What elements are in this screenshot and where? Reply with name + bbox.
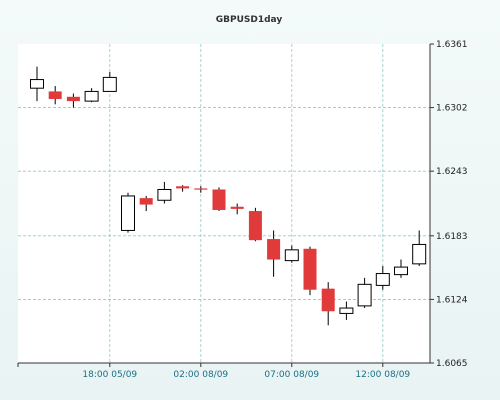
candle-body xyxy=(194,188,208,190)
y-tick-label: 1.6183 xyxy=(436,232,468,242)
candle xyxy=(176,185,190,192)
candle xyxy=(212,187,226,212)
candle xyxy=(84,88,99,103)
candle-body xyxy=(30,79,44,89)
candle-body xyxy=(267,239,281,260)
y-tick-label: 1.6124 xyxy=(436,295,468,305)
candle-body xyxy=(321,288,335,312)
candle xyxy=(102,72,117,92)
candles xyxy=(30,66,427,326)
candle xyxy=(321,282,335,326)
candle xyxy=(267,230,281,277)
y-tick-label: 1.6361 xyxy=(436,40,468,50)
x-tick-label: 12:00 08/09 xyxy=(355,370,410,380)
candle-body xyxy=(48,91,62,99)
x-tick-label: 07:00 08/09 xyxy=(264,370,319,380)
candle xyxy=(357,277,372,309)
candle-body xyxy=(412,243,427,265)
candle xyxy=(48,86,62,105)
axes xyxy=(17,43,434,367)
candle xyxy=(248,207,262,242)
candle-body xyxy=(66,96,80,102)
grid xyxy=(18,44,430,363)
candle-body xyxy=(375,273,390,286)
candle xyxy=(139,195,153,212)
candle xyxy=(284,245,299,263)
candle-body xyxy=(139,198,153,205)
candle-body xyxy=(84,90,99,102)
candle-body xyxy=(212,189,226,210)
candle-body xyxy=(303,248,317,290)
candle xyxy=(194,186,208,193)
candle-body xyxy=(102,76,117,92)
y-tick-label: 1.6065 xyxy=(436,359,468,369)
candle xyxy=(230,203,244,215)
candle-body xyxy=(339,307,354,314)
x-tick-label: 18:00 05/09 xyxy=(82,370,137,380)
candle-body xyxy=(157,188,172,201)
candle xyxy=(66,93,80,108)
candle-body xyxy=(248,211,262,241)
candle-body xyxy=(176,186,190,189)
chart-title: GBPUSD1day xyxy=(216,15,283,25)
x-tick-label: 02:00 08/09 xyxy=(173,370,228,380)
candle xyxy=(339,301,354,320)
candle xyxy=(375,266,390,290)
y-tick-label: 1.6243 xyxy=(436,167,468,177)
y-tick-label: 1.6302 xyxy=(436,104,468,114)
candle xyxy=(303,246,317,296)
candle xyxy=(30,66,44,102)
candle-body xyxy=(284,249,299,262)
candle xyxy=(394,259,408,278)
candle xyxy=(157,181,172,204)
candle-body xyxy=(357,283,372,307)
candle xyxy=(121,192,135,233)
candle xyxy=(412,230,427,267)
candle-body xyxy=(394,266,408,276)
tick-labels: 1.6361 1.6302 1.6243 1.6183 1.6124 1.6065 18:0… xyxy=(82,40,467,380)
candle-body xyxy=(230,206,244,209)
candle-body xyxy=(121,195,135,231)
